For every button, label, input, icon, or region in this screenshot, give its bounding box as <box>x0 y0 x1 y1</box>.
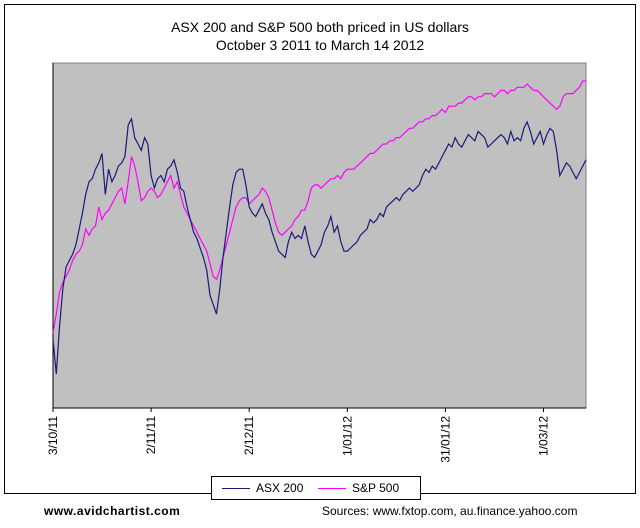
x-tick-label: 2/11/11 <box>144 416 158 455</box>
chart-subtitle: October 3 2011 to March 14 2012 <box>215 37 425 53</box>
x-tick-label: 3/10/11 <box>46 416 60 455</box>
legend-label-asx: ASX 200 <box>256 481 304 495</box>
legend-label-sp: S&P 500 <box>352 481 400 495</box>
x-axis: 3/10/11 2/11/11 2/12/11 1/01/12 31/01/12 1/03… <box>46 407 586 463</box>
legend-line-sp-icon <box>318 488 346 490</box>
website-credit: www.avidchartist.com <box>44 504 181 518</box>
legend-item-asx: ASX 200 <box>222 481 303 495</box>
x-tick-label: 31/01/12 <box>438 416 452 463</box>
legend-item-sp: S&P 500 <box>318 481 399 495</box>
x-tick-label: 1/01/12 <box>340 416 354 456</box>
plot-area <box>52 62 587 409</box>
chart-title: ASX 200 and S&P 500 both priced in US do… <box>171 19 469 35</box>
x-tick-label: 2/12/11 <box>242 416 256 455</box>
x-tick-label: 1/03/12 <box>536 416 550 456</box>
legend: ASX 200 S&P 500 <box>211 476 421 500</box>
series-line-sp-500 <box>52 80 586 334</box>
series-layer <box>52 80 587 374</box>
data-sources: Sources: www.fxtop.com, au.finance.yahoo… <box>322 504 578 518</box>
legend-line-asx-icon <box>222 488 250 490</box>
series-line-asx-200 <box>52 116 587 374</box>
